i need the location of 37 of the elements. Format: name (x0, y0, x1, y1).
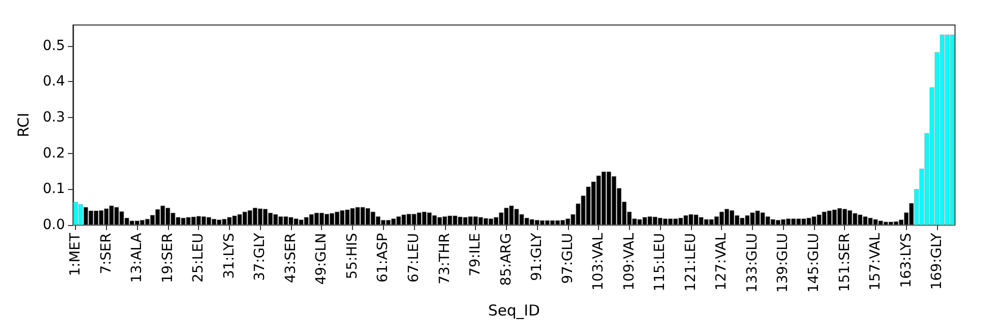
y-tick-label: 0.5 (42, 38, 65, 54)
x-tick-label: 13:ALA (129, 232, 146, 283)
x-tick-label: 139:GLU (775, 233, 792, 293)
y-tick-label: 0.4 (42, 74, 66, 90)
x-tick-label: 7:SER (98, 232, 114, 274)
y-axis-title: RCI (14, 112, 32, 138)
x-tick-label: 133:GLU (744, 233, 760, 293)
x-tick-label: 31:LYS (221, 232, 238, 279)
x-tick-label: 121:LEU (682, 233, 699, 292)
y-tick-label: 0.2 (42, 145, 65, 162)
x-tick-label: 67:LEU (406, 233, 422, 282)
y-tick-label: 0.0 (42, 217, 65, 233)
x-tick-label: 79:ILE (468, 233, 484, 276)
x-tick-label: 73:THR (436, 232, 453, 284)
x-tick-label: 37:GLY (252, 232, 268, 281)
x-tick-label: 127:VAL (714, 232, 730, 290)
x-tick-label: 109:VAL (621, 232, 638, 290)
x-tick-label: 169:GLY (929, 232, 946, 290)
x-tick-label: 91:GLY (529, 232, 546, 281)
y-tick-label: 0.3 (42, 109, 65, 126)
x-tick-label: 157:VAL (868, 232, 884, 290)
x-tick-label: 97:GLU (560, 233, 576, 284)
x-tick-label: 25:LEU (190, 233, 207, 282)
x-tick-label: 145:GLU (806, 233, 822, 293)
x-tick-label: 163:LYS (898, 232, 914, 288)
x-tick-label: 85:ARG (498, 233, 514, 286)
x-tick-label: 115:LEU (652, 233, 668, 292)
x-axis-title: Seq_ID (488, 302, 540, 320)
x-tick-label: 55:HIS (344, 232, 360, 280)
x-tick-label: 61:ASP (375, 233, 392, 282)
x-tick-label: 103:VAL (590, 232, 607, 290)
x-tick-label: 19:SER (160, 232, 176, 283)
x-tick-label: 49:GLN (314, 233, 330, 285)
x-tick-label: 151:SER (836, 232, 853, 292)
x-tick-label: 43:SER (282, 232, 299, 283)
x-tick-label: 1:MET (68, 232, 84, 276)
y-tick-label: 0.1 (42, 181, 65, 198)
